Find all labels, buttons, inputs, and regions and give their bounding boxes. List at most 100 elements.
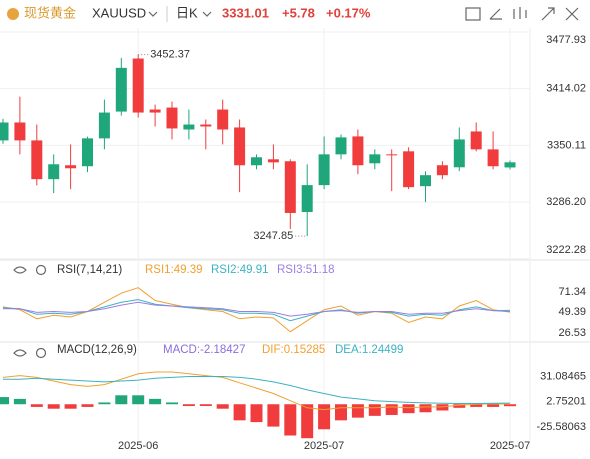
macd-icons <box>13 347 47 359</box>
candle-body <box>318 154 330 186</box>
macd-bar <box>216 404 229 409</box>
candle-body <box>436 165 448 176</box>
candle-body <box>82 138 93 167</box>
candle-body <box>65 165 77 169</box>
legend-name: DIF: <box>262 344 284 356</box>
tool-icons <box>465 7 579 21</box>
period[interactable]: 日K <box>176 5 198 20</box>
macd-bar <box>166 402 178 405</box>
legend-value: 51.18 <box>306 264 335 276</box>
legend-entry: DEA:1.24499 <box>335 344 403 356</box>
last-price: 3331.01 <box>222 5 269 20</box>
macd-bar <box>335 404 347 421</box>
candle-body <box>335 137 347 155</box>
candle-body <box>0 122 9 141</box>
symbol-code[interactable]: XAUUSD <box>92 5 146 20</box>
candle-body <box>386 154 398 156</box>
symbol-name[interactable]: 现货黄金 <box>24 5 76 20</box>
settings-button[interactable] <box>35 264 47 276</box>
legend-name: RSI3: <box>277 264 306 276</box>
symbol-icon <box>7 8 19 20</box>
indicator-line <box>3 301 511 317</box>
macd-bar <box>267 404 280 427</box>
macd-bar <box>318 404 331 430</box>
macd-bar <box>149 398 162 405</box>
candle-body <box>183 124 195 130</box>
indicator-line <box>2 287 511 333</box>
macd-bar <box>351 404 364 418</box>
macd-bar <box>30 404 43 407</box>
macd-bar <box>419 404 432 413</box>
candle-body <box>267 159 279 163</box>
current-value-box <box>548 305 586 320</box>
candle-body <box>251 157 262 166</box>
legend-name: DEA: <box>335 344 362 356</box>
candle-body <box>149 109 161 113</box>
candle-body <box>470 131 482 150</box>
candle-body <box>217 109 229 130</box>
dropdown-caret[interactable] <box>148 11 158 17</box>
macd-bar <box>284 404 297 436</box>
indicator-line <box>2 371 511 411</box>
macd-bar <box>250 404 263 423</box>
candle-body <box>48 164 60 180</box>
indicator-title: MACD(12,26,9) <box>57 344 137 356</box>
macd-bar <box>0 397 9 405</box>
legend-entry: RSI1:49.39 <box>145 264 203 276</box>
y-tick-label: 3286.20 <box>546 196 586 208</box>
dropdown-caret[interactable] <box>202 11 212 17</box>
candle-body <box>234 127 246 166</box>
candle-body <box>403 151 415 188</box>
candle-body <box>301 185 313 213</box>
y-tick-label: 3414.02 <box>546 83 586 95</box>
legend-value: 1.24499 <box>362 344 404 356</box>
legend-name: MACD: <box>163 344 200 356</box>
macd-bar <box>64 404 77 409</box>
macd-bar <box>98 402 111 405</box>
macd-bar <box>81 404 94 407</box>
low-annotation: 3247.85 <box>253 230 293 242</box>
current-value-label: 49.39 <box>558 306 586 318</box>
macd-bar <box>487 404 500 407</box>
candle-body <box>453 139 465 168</box>
candle-body <box>166 107 178 129</box>
draw-button[interactable] <box>489 8 502 20</box>
macd-bar <box>402 404 415 414</box>
legend-entry: DIF:0.15285 <box>262 344 325 356</box>
y-tick-label: 31.08465 <box>540 370 586 382</box>
y-tick-label: 3477.93 <box>546 34 586 46</box>
fullscreen-button[interactable] <box>541 7 555 21</box>
candle-body <box>369 154 381 164</box>
macd-bar <box>453 404 466 408</box>
y-tick-label: 71.34 <box>558 286 586 298</box>
chart-type-button[interactable] <box>513 7 527 19</box>
x-tick-label: 2025-06 <box>118 440 158 452</box>
candle-body <box>31 140 43 180</box>
close-button[interactable] <box>565 7 579 21</box>
macd-bar <box>470 404 483 407</box>
macd-bar <box>13 398 26 405</box>
visibility-button[interactable] <box>13 349 27 357</box>
y-tick-label: 3350.11 <box>547 139 586 151</box>
settings-button[interactable] <box>35 347 47 359</box>
legend-value: 0.15285 <box>284 344 326 356</box>
candle-body <box>420 175 431 187</box>
macd-bar <box>301 404 314 439</box>
legend-entry: MACD:-2.18427 <box>163 344 245 356</box>
macd-bar <box>182 404 195 407</box>
indicator-button[interactable] <box>465 7 481 21</box>
candle-body <box>487 149 499 167</box>
y-tick-label: 26.53 <box>558 327 586 339</box>
legend-value: 49.91 <box>240 264 269 276</box>
candle-body <box>115 67 127 112</box>
visibility-button[interactable] <box>13 266 27 274</box>
rsi-icons <box>13 264 47 276</box>
macd-bar <box>132 395 145 405</box>
legend-entry: RSI3:51.18 <box>277 264 335 276</box>
toolbar: 现货黄金 XAUUSD 日K 3331.01 +5.78 +0.17% <box>7 5 579 22</box>
candle-body <box>504 162 516 168</box>
legend-value: -2.18427 <box>200 344 245 356</box>
legend-name: RSI2: <box>211 264 240 276</box>
